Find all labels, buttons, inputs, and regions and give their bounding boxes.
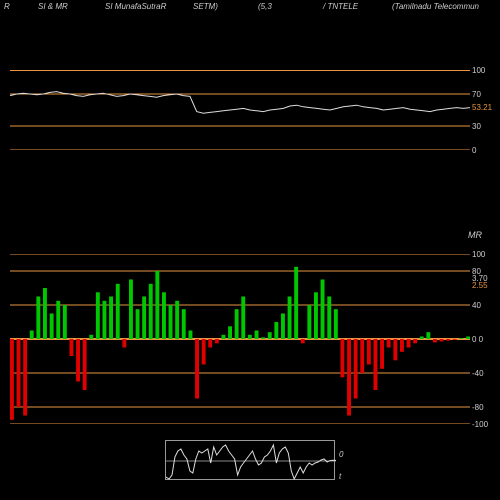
mr-panel-title: MR bbox=[468, 230, 482, 240]
y-axis-label: -40 bbox=[472, 369, 484, 378]
y-axis-label: 53.21 bbox=[472, 103, 492, 112]
sub-oscillator-panel bbox=[165, 440, 335, 480]
value-label: 2.55 bbox=[472, 281, 488, 290]
rsi-panel bbox=[10, 70, 470, 150]
sub-y-label: t bbox=[339, 472, 341, 481]
y-axis-label: -100 bbox=[472, 420, 488, 429]
y-axis-label: -80 bbox=[472, 403, 484, 412]
header-label: / TNTELE bbox=[323, 2, 358, 11]
y-axis-label: 0 bbox=[472, 146, 476, 155]
header-label: SI & MR bbox=[38, 2, 68, 11]
header-label: SETM) bbox=[193, 2, 218, 11]
y-axis-label: 70 bbox=[472, 90, 481, 99]
y-axis-label: 100 bbox=[472, 250, 485, 259]
y-axis-label: 0 0 bbox=[472, 335, 483, 344]
sub-y-label: 0 bbox=[339, 450, 343, 459]
header-label: SI MunafaSutraR bbox=[105, 2, 166, 11]
y-axis-label: 40 bbox=[472, 301, 481, 310]
header-label: R bbox=[4, 2, 10, 11]
y-axis-label: 30 bbox=[472, 122, 481, 131]
y-axis-label: 100 bbox=[472, 66, 485, 75]
header-label: (5,3 bbox=[258, 2, 272, 11]
header-label: (Tamilnadu Telecommun bbox=[392, 2, 479, 11]
mr-bars-panel bbox=[10, 254, 470, 424]
chart-header: R SI & MR SI MunafaSutraR SETM) (5,3 / TNTELE… bbox=[0, 2, 500, 14]
